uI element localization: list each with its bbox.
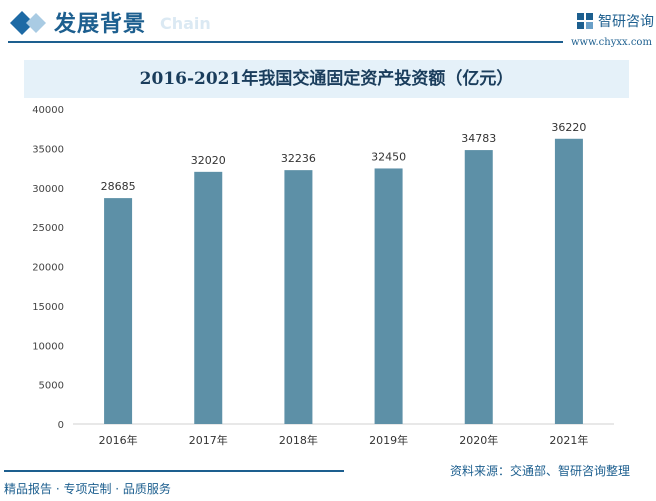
x-tick-label: 2019年 (369, 433, 408, 447)
y-tick-label: 0 (58, 420, 64, 431)
y-tick-label: 20000 (32, 263, 64, 274)
footer-divider (4, 470, 344, 472)
y-tick-label: 25000 (32, 223, 64, 234)
bar (104, 198, 133, 424)
bar-chart: 0 5000 10000 15000 20000 25000 30000 35000 40000… (32, 105, 614, 447)
bar (194, 171, 223, 424)
y-tick-label: 10000 (32, 341, 64, 352)
x-tick-label: 2020年 (459, 433, 498, 447)
y-tick-label: 5000 (39, 381, 64, 392)
x-tick-label: 2018年 (279, 433, 318, 447)
x-tick-label: 2021年 (549, 433, 588, 447)
y-tick-label: 40000 (32, 105, 64, 116)
bar (464, 150, 493, 425)
bar (284, 170, 313, 424)
header-divider (8, 41, 563, 43)
title-band (24, 60, 629, 98)
bar (554, 138, 583, 424)
brand-logo-icon (577, 13, 593, 29)
data-label: 36220 (551, 121, 586, 134)
source-note: 资料来源：交通部、智研咨询整理 (450, 464, 631, 478)
slogan: 精品报告 · 专项定制 · 品质服务 (4, 482, 171, 496)
bar (374, 168, 403, 424)
data-label: 32450 (371, 150, 406, 163)
chart-title: 2016-2021年我国交通固定资产投资额（亿元） (139, 69, 514, 89)
data-label: 32236 (281, 152, 316, 165)
diamond-logo-icon (10, 11, 46, 35)
data-label: 32020 (191, 154, 226, 167)
data-label: 28685 (101, 180, 136, 193)
data-label: 34783 (461, 132, 496, 145)
x-tick-label: 2016年 (99, 433, 138, 447)
x-tick-label: 2017年 (189, 433, 228, 447)
section-title: 发展背景 (54, 12, 147, 37)
y-tick-label: 30000 (32, 184, 64, 195)
brand-name: 智研咨询 (598, 14, 654, 30)
y-tick-label: 35000 (32, 144, 64, 155)
brand-url: www.chyxx.com (571, 37, 652, 48)
y-tick-label: 15000 (32, 302, 64, 313)
header-watermark: Chain (160, 14, 211, 33)
